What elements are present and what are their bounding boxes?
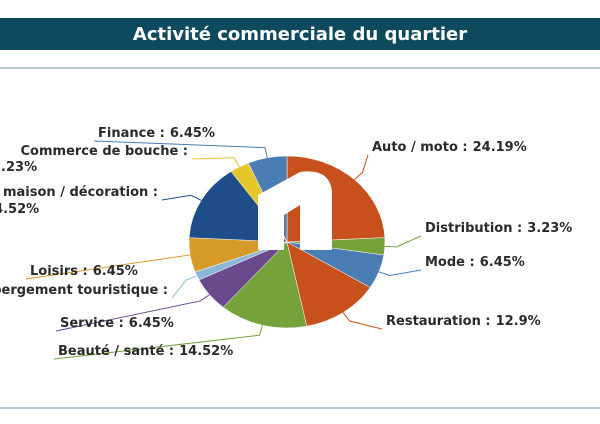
value-label: 24.19% [473,140,527,155]
value-label: 14.52% [179,344,233,359]
slice-label: Loisirs : 6.45% [30,264,138,279]
category-label: Finance : [98,126,165,141]
category-label: Beauté / santé : [58,344,174,359]
slice-label: maison / décoration : 14.52% [0,185,158,217]
category-label: Commerce de bouche : [21,144,188,159]
category-label: Loisirs : [30,264,88,279]
slice-label: Hébergement touristique :1.61% [0,283,168,315]
slice-label: Auto / moto : 24.19% [372,140,527,155]
category-label: maison / décoration : [3,185,158,200]
value-label: 12.9% [496,314,541,329]
leader-line [355,155,368,180]
leader-line [162,195,201,200]
leader-line [343,313,382,329]
value-label: 6.45% [93,264,138,279]
category-label: Hébergement touristique : [0,283,168,298]
slice-label: Finance : 6.45% [98,126,215,141]
slice-label: Beauté / santé : 14.52% [58,344,233,359]
leader-line [379,270,421,275]
value-label: 14.52% [0,202,39,217]
leader-line [385,236,421,247]
category-label: Auto / moto : [372,140,468,155]
value-label: 6.45% [170,126,215,141]
leader-line [192,158,239,167]
chart-title: Activité commerciale du quartier [133,24,467,45]
category-label: Service : [60,316,124,331]
category-label: Distribution : [425,221,522,236]
slice-label: Mode : 6.45% [425,255,525,270]
slice-label: Distribution : 3.23% [425,221,572,236]
value-label: 6.45% [480,255,525,270]
category-label: Mode : [425,255,475,270]
category-label: Restauration : [386,314,491,329]
slice-label: Commerce de bouche :3.23% [0,144,188,175]
value-label: 6.45% [129,316,174,331]
slice-label: Service : 6.45% [60,316,174,331]
value-label: 3.23% [0,160,37,175]
leader-line [172,276,197,298]
value-label: 3.23% [527,221,572,236]
slice-label: Restauration : 12.9% [386,314,541,329]
